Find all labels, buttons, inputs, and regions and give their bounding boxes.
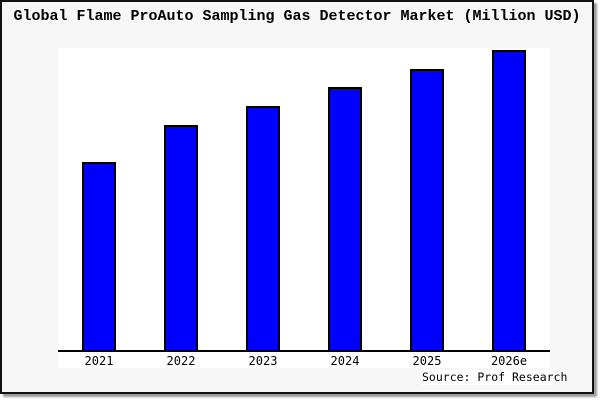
bar-2026e	[492, 50, 526, 350]
x-tick-label-2025: 2025	[412, 354, 442, 368]
bar-2023	[246, 106, 280, 350]
bar-slot	[140, 48, 222, 350]
bars-row	[58, 48, 550, 350]
x-tick-label-2024: 2024	[330, 354, 360, 368]
x-tick-label-2026e: 2026e	[490, 354, 528, 368]
chart-title: Global Flame ProAuto Sampling Gas Detect…	[13, 8, 581, 25]
x-tick-slot: 2024	[304, 354, 386, 368]
x-axis-line	[58, 350, 550, 352]
bar-slot	[222, 48, 304, 350]
bar-2024	[328, 87, 362, 350]
plot-area: 2021 2022 2023 2024 2025 2026e	[58, 48, 550, 368]
x-tick-slot: 2026e	[468, 354, 550, 368]
source-note: Source: Prof Research	[422, 370, 568, 385]
chart-figure: Global Flame ProAuto Sampling Gas Detect…	[0, 0, 594, 394]
bar-slot	[468, 48, 550, 350]
x-tick-slot: 2025	[386, 354, 468, 368]
x-axis-labels: 2021 2022 2023 2024 2025 2026e	[58, 354, 550, 368]
x-tick-label-2021: 2021	[84, 354, 114, 368]
bar-slot	[386, 48, 468, 350]
x-tick-slot: 2021	[58, 354, 140, 368]
x-tick-slot: 2023	[222, 354, 304, 368]
bar-slot	[304, 48, 386, 350]
bar-2022	[164, 125, 198, 350]
bar-2025	[410, 69, 444, 350]
x-tick-label-2023: 2023	[248, 354, 278, 368]
x-tick-label-2022: 2022	[166, 354, 196, 368]
x-tick-slot: 2022	[140, 354, 222, 368]
bar-2021	[82, 162, 116, 350]
bar-slot	[58, 48, 140, 350]
